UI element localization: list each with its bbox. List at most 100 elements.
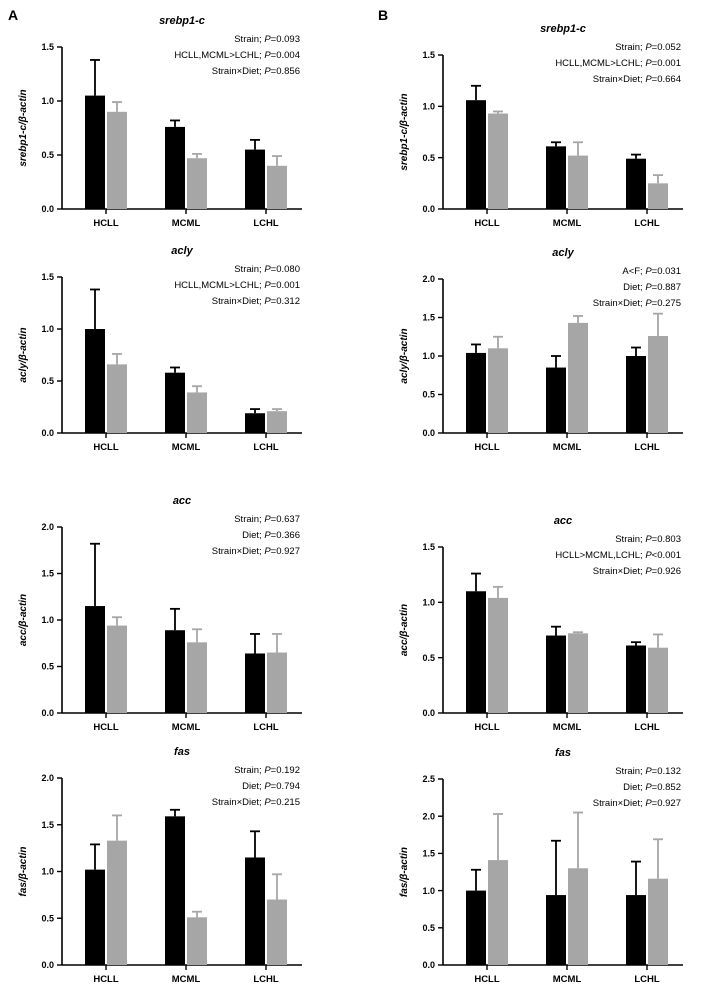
bar [165, 126, 185, 209]
stat-value: =0.093 [271, 34, 300, 45]
bar [165, 816, 185, 965]
y-tick-label: 1.0 [41, 96, 54, 106]
stat-label: Diet; [242, 530, 264, 541]
y-axis-label: fas/β-actin [399, 847, 410, 897]
x-category-label: LCHL [634, 218, 660, 229]
stat-p: P [645, 58, 652, 69]
y-tick-label: 2.0 [422, 811, 435, 821]
stat-p: P [645, 798, 652, 809]
bar [267, 652, 287, 713]
chart-title: fas [555, 747, 571, 759]
stat-value: <0.001 [652, 550, 681, 561]
stat-p: P [264, 765, 271, 776]
x-category-label: HCLL [474, 974, 500, 985]
bar [85, 329, 105, 433]
stat-p: P [264, 50, 271, 61]
stat-value: =0.637 [271, 514, 300, 525]
stat-value: =0.312 [271, 296, 300, 307]
stat-line: HCLL,MCML>LCHL; P=0.001 [174, 280, 300, 291]
stat-label: HCLL,MCML>LCHL; [555, 58, 645, 69]
stat-line: HCLL>MCML,LCHL; P<0.001 [555, 550, 681, 561]
y-tick-label: 0.0 [41, 708, 54, 718]
stat-p: P [264, 296, 271, 307]
x-category-label: MCML [172, 218, 201, 229]
y-axis-label: fas/β-actin [18, 846, 29, 896]
y-tick-label: 0.5 [41, 913, 54, 923]
bar [626, 356, 646, 433]
y-tick-label: 0.0 [41, 428, 54, 438]
stat-value: =0.927 [271, 546, 300, 557]
stat-p: P [264, 797, 271, 808]
x-category-label: MCML [172, 442, 201, 453]
stat-p: P [645, 266, 652, 277]
x-category-label: LCHL [253, 722, 279, 733]
chart-title: acc [554, 515, 572, 527]
chart-title: srebp1-c [159, 15, 205, 27]
stat-value: =0.052 [652, 42, 681, 53]
stat-line: Strain×Diet; P=0.275 [593, 298, 681, 309]
bar [488, 348, 508, 433]
x-category-label: HCLL [474, 218, 500, 229]
stat-line: Strain; P=0.637 [234, 514, 300, 525]
x-category-label: MCML [553, 974, 582, 985]
stat-line: A<F; P=0.031 [622, 266, 681, 277]
x-category-label: MCML [172, 722, 201, 733]
y-tick-label: 2.0 [422, 274, 435, 284]
y-axis-label: acly/β-actin [18, 327, 29, 382]
stat-label: Diet; [242, 781, 264, 792]
bar [546, 895, 566, 965]
stat-value: =0.001 [652, 58, 681, 69]
x-category-label: MCML [553, 218, 582, 229]
y-axis-label: acly/β-actin [399, 328, 410, 383]
stat-p: P [645, 282, 652, 293]
stat-line: Strain×Diet; P=0.927 [212, 546, 300, 557]
chart-title: srebp1-c [540, 23, 586, 35]
y-tick-label: 1.5 [41, 569, 54, 579]
stat-label: Strain; [234, 765, 264, 776]
stat-value: =0.192 [271, 765, 300, 776]
stat-line: Strain; P=0.052 [615, 42, 681, 53]
x-category-label: LCHL [634, 442, 660, 453]
x-category-label: LCHL [253, 218, 279, 229]
y-tick-label: 1.5 [41, 820, 54, 830]
bar [546, 635, 566, 713]
stat-value: =0.803 [652, 534, 681, 545]
stat-p: P [645, 534, 652, 545]
stat-value: =0.004 [271, 50, 300, 61]
y-tick-label: 0.0 [422, 204, 435, 214]
y-tick-label: 0.5 [422, 153, 435, 163]
y-tick-label: 0.5 [422, 653, 435, 663]
y-tick-label: 0.0 [422, 960, 435, 970]
bar [245, 653, 265, 713]
bar [546, 146, 566, 209]
stat-label: HCLL>MCML,LCHL; [555, 550, 645, 561]
y-tick-label: 0.0 [41, 960, 54, 970]
y-tick-label: 0.0 [422, 708, 435, 718]
stat-p: P [264, 280, 271, 291]
y-tick-label: 1.5 [41, 42, 54, 52]
stat-line: Strain; P=0.132 [615, 766, 681, 777]
y-axis-label: srebp1-c/β-actin [18, 89, 29, 166]
y-tick-label: 1.0 [41, 615, 54, 625]
x-category-label: LCHL [253, 974, 279, 985]
stat-value: =0.926 [652, 566, 681, 577]
stat-line: HCLL,MCML>LCHL; P=0.004 [174, 50, 300, 61]
y-tick-label: 1.0 [422, 102, 435, 112]
y-tick-label: 1.5 [422, 542, 435, 552]
y-tick-label: 1.0 [41, 867, 54, 877]
bar [648, 183, 668, 209]
bar [107, 625, 127, 713]
stat-label: Strain; [615, 42, 645, 53]
bar [85, 606, 105, 713]
stat-line: Strain×Diet; P=0.312 [212, 296, 300, 307]
stat-p: P [264, 34, 271, 45]
y-tick-label: 1.5 [422, 50, 435, 60]
y-axis-label: srebp1-c/β-actin [399, 93, 410, 170]
stat-label: Strain; [234, 514, 264, 525]
bar [245, 857, 265, 965]
stat-line: Strain×Diet; P=0.927 [593, 798, 681, 809]
stat-value: =0.852 [652, 782, 681, 793]
